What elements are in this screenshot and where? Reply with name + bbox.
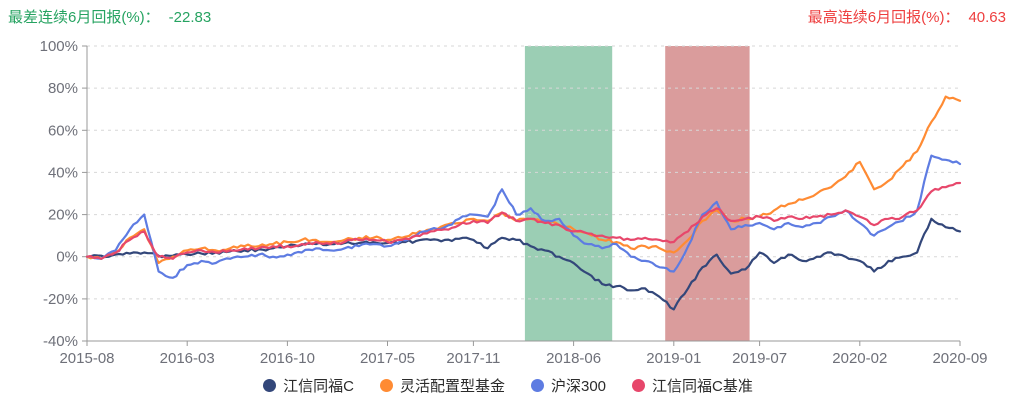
fund-performance-chart: 100% 80% 60% 40% 20% 0% -20% -40%2015-08 2016-03… — [40, 38, 988, 367]
legend-dot-icon — [632, 379, 646, 392]
x-axis-label: 2019-01 — [646, 350, 701, 367]
y-axis-label: 80% — [48, 80, 78, 97]
chart-legend: 江信同福C 灵活配置型基金 沪深300 江信同福C基准 — [0, 375, 1016, 396]
legend-item-hs300[interactable]: 沪深300 — [530, 375, 607, 396]
best-6m-return-stat: 最高连续6月回报(%)： 40.63 — [808, 8, 1006, 28]
legend-item-benchmark[interactable]: 江信同福C基准 — [632, 375, 753, 396]
best-window-band — [665, 46, 750, 341]
worst-6m-return-value: -22.83 — [168, 9, 212, 26]
legend-label: 灵活配置型基金 — [399, 378, 505, 395]
x-axis-label: 2015-08 — [59, 350, 114, 367]
series-line-hs300 — [85, 154, 962, 279]
legend-dot-icon — [379, 379, 393, 392]
x-axis-label: 2016-10 — [260, 350, 315, 367]
best-6m-return-label: 最高连续6月回报(%)： — [807, 9, 960, 26]
x-axis-label: 2019-07 — [732, 350, 787, 367]
y-axis-label: -40% — [43, 333, 78, 350]
y-axis-label: 60% — [48, 122, 78, 139]
y-axis-label: 40% — [48, 164, 78, 181]
best-6m-return-value: 40.63 — [968, 9, 1006, 26]
y-axis-label: -20% — [43, 291, 78, 308]
legend-item-fund[interactable]: 江信同福C — [263, 375, 354, 396]
x-axis-label: 2017-05 — [360, 350, 415, 367]
x-axis-label: 2017-11 — [446, 350, 500, 367]
legend-item-category-avg[interactable]: 灵活配置型基金 — [379, 375, 505, 396]
worst-window-band — [524, 46, 613, 341]
series-line-benchmark — [85, 181, 962, 260]
x-axis-label: 2018-06 — [546, 350, 601, 367]
series-line-fund — [85, 217, 962, 311]
legend-label: 江信同福C基准 — [652, 378, 753, 395]
legend-dot-icon — [530, 379, 544, 392]
legend-label: 江信同福C — [283, 378, 354, 395]
legend-label: 沪深300 — [550, 378, 607, 395]
x-axis-label: 2020-02 — [832, 350, 887, 367]
worst-6m-return-label: 最差连续6月回报(%)： — [8, 9, 160, 26]
x-axis-label: 2016-03 — [160, 350, 215, 367]
legend-dot-icon — [263, 379, 277, 392]
worst-6m-return-stat: 最差连续6月回报(%)： -22.83 — [8, 8, 211, 28]
y-axis-label: 20% — [48, 207, 78, 224]
x-axis-label: 2020-09 — [932, 350, 987, 367]
y-axis-label: 100% — [40, 38, 78, 55]
series-line-category-avg — [85, 95, 962, 265]
y-axis-label: 0% — [56, 249, 78, 266]
